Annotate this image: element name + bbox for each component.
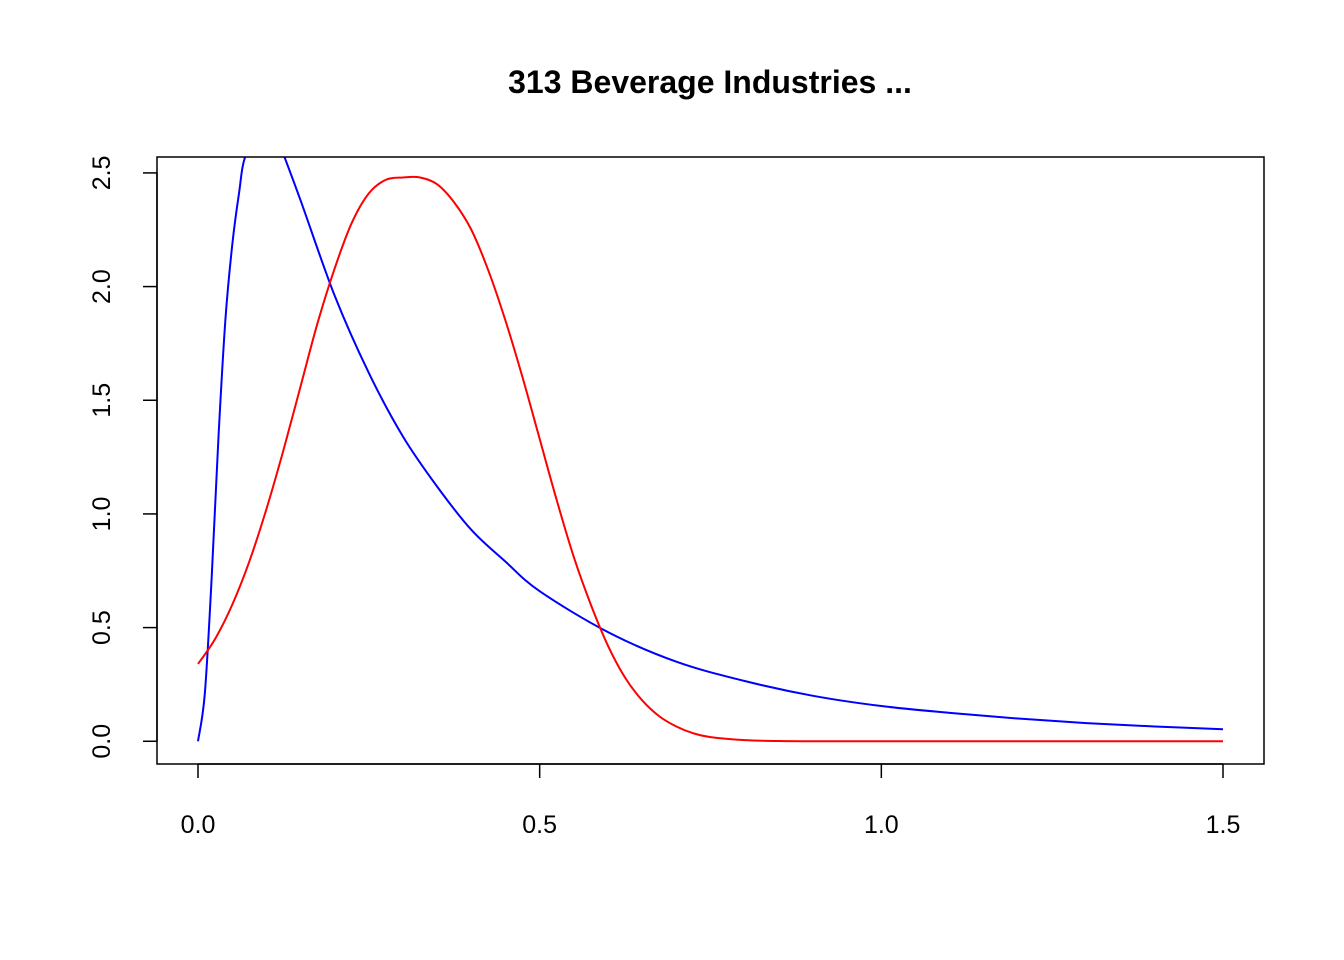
- y-tick-label: 2.0: [88, 269, 116, 304]
- y-tick-label: 0.5: [88, 610, 116, 645]
- x-tick-label: 1.0: [864, 811, 899, 839]
- y-tick-label: 1.5: [88, 383, 116, 418]
- x-axis: 0.0 0.5 1.0 1.5: [181, 763, 1241, 839]
- x-tick-label: 0.5: [522, 811, 557, 839]
- y-axis: 0.0 0.5 1.0 1.5 2.0 2.5: [88, 156, 158, 759]
- x-tick-label: 1.5: [1206, 811, 1241, 839]
- series-layer: [197, 157, 1224, 743]
- y-tick-label: 0.0: [88, 724, 116, 759]
- y-tick-label: 2.5: [88, 156, 116, 191]
- chart-title: 313 Beverage Industries ...: [508, 64, 912, 100]
- plot-frame: [156, 156, 1265, 765]
- series-line-2: [197, 175, 1223, 743]
- x-tick-label: 0.0: [181, 811, 216, 839]
- series-line-1: [197, 157, 1224, 742]
- y-tick-label: 1.0: [88, 497, 116, 532]
